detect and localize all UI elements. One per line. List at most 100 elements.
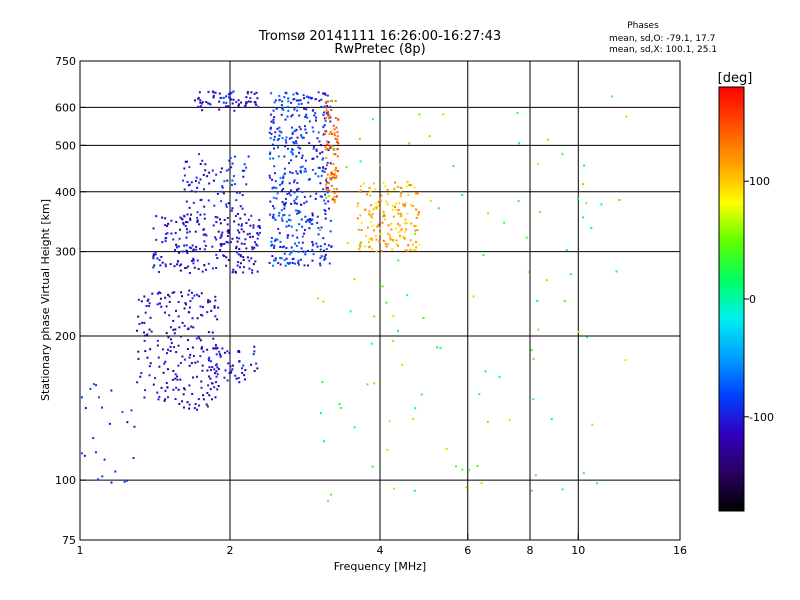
echo-point bbox=[391, 248, 394, 251]
echo-point bbox=[152, 255, 155, 258]
stats-line-x: mean, sd,X: 100.1, 25.1 bbox=[609, 45, 717, 55]
echo-point bbox=[311, 109, 314, 112]
echo-point bbox=[114, 470, 117, 473]
stats-heading: Phases bbox=[627, 21, 659, 31]
echo-point bbox=[316, 245, 319, 248]
echo-point bbox=[273, 101, 276, 104]
echo-point bbox=[253, 246, 256, 249]
echo-point bbox=[295, 188, 298, 191]
echo-point bbox=[156, 339, 159, 342]
echo-point bbox=[279, 176, 282, 179]
echo-point bbox=[286, 261, 289, 264]
echo-point bbox=[213, 386, 216, 389]
echo-point bbox=[231, 368, 234, 371]
echo-point bbox=[322, 188, 325, 191]
echo-point bbox=[380, 194, 383, 197]
echo-point bbox=[241, 207, 244, 210]
echo-point bbox=[165, 332, 168, 335]
echo-point bbox=[476, 465, 479, 468]
echo-point bbox=[370, 215, 373, 218]
echo-point bbox=[439, 346, 442, 349]
echo-point bbox=[436, 346, 439, 349]
echo-point bbox=[286, 115, 289, 118]
echo-point bbox=[414, 229, 417, 232]
echo-point bbox=[275, 197, 278, 200]
echo-point bbox=[395, 209, 398, 212]
echo-point bbox=[329, 162, 332, 165]
echo-point bbox=[191, 376, 194, 379]
echo-point bbox=[276, 192, 279, 195]
echo-point bbox=[272, 119, 275, 122]
echo-point bbox=[353, 426, 356, 429]
echo-point bbox=[272, 213, 275, 216]
echo-point bbox=[369, 190, 372, 193]
echo-point bbox=[418, 113, 421, 116]
echo-point bbox=[332, 152, 335, 155]
echo-point bbox=[382, 210, 385, 213]
echo-point bbox=[332, 198, 335, 201]
echo-point bbox=[292, 141, 295, 144]
echo-point bbox=[390, 222, 393, 225]
echo-point bbox=[242, 364, 245, 367]
echo-point bbox=[190, 190, 193, 193]
echo-point bbox=[188, 356, 191, 359]
echo-point bbox=[172, 319, 175, 322]
echo-point bbox=[334, 177, 337, 180]
echo-point bbox=[410, 184, 413, 187]
echo-point bbox=[336, 135, 339, 138]
echo-point bbox=[218, 353, 221, 356]
echo-point bbox=[294, 262, 297, 265]
echo-point bbox=[336, 147, 339, 150]
echo-point bbox=[232, 90, 235, 93]
echo-point bbox=[225, 264, 228, 267]
echo-point bbox=[302, 94, 305, 97]
echo-point bbox=[384, 242, 387, 245]
echo-point bbox=[203, 213, 206, 216]
echo-point bbox=[179, 269, 182, 272]
echo-point bbox=[255, 91, 258, 94]
echo-point bbox=[329, 147, 332, 150]
echo-point bbox=[358, 137, 361, 140]
echo-point bbox=[166, 386, 169, 389]
echo-point bbox=[322, 237, 325, 240]
echo-point bbox=[279, 246, 282, 249]
echo-point bbox=[327, 112, 330, 115]
echo-point bbox=[389, 238, 392, 241]
echo-point bbox=[392, 215, 395, 218]
echo-point bbox=[249, 97, 252, 100]
echo-point bbox=[394, 181, 397, 184]
echo-point bbox=[311, 126, 314, 129]
echo-point bbox=[173, 332, 176, 335]
echo-point bbox=[409, 239, 412, 242]
echo-point bbox=[397, 329, 400, 332]
echo-point bbox=[272, 196, 275, 199]
echo-point bbox=[238, 103, 241, 106]
echo-point bbox=[132, 457, 135, 460]
echo-point bbox=[179, 228, 182, 231]
echo-point bbox=[334, 153, 337, 156]
echo-point bbox=[241, 371, 244, 374]
echo-point bbox=[279, 257, 282, 260]
echo-point bbox=[328, 189, 331, 192]
echo-point bbox=[312, 243, 315, 246]
echo-point bbox=[278, 211, 281, 214]
echo-point bbox=[306, 249, 309, 252]
echo-point bbox=[208, 182, 211, 185]
echo-point bbox=[288, 192, 291, 195]
echo-point bbox=[279, 183, 282, 186]
echo-point bbox=[149, 362, 152, 365]
echo-point bbox=[415, 216, 418, 219]
echo-point bbox=[392, 487, 395, 490]
echo-point bbox=[329, 178, 332, 181]
echo-point bbox=[332, 148, 335, 151]
echo-point bbox=[319, 248, 322, 251]
echo-point bbox=[200, 347, 203, 350]
echo-point bbox=[215, 347, 218, 350]
echo-point bbox=[137, 357, 140, 360]
echo-point bbox=[208, 102, 211, 105]
echo-point bbox=[226, 379, 229, 382]
echo-point bbox=[280, 113, 283, 116]
echo-point bbox=[215, 267, 218, 270]
echo-point bbox=[172, 370, 175, 373]
echo-point bbox=[226, 179, 229, 182]
